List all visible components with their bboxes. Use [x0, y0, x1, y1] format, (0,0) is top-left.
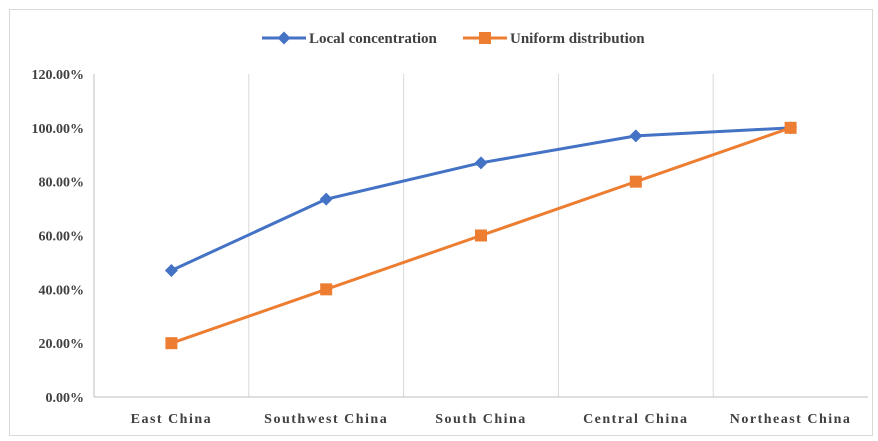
x-category-label: Northeast China	[730, 412, 852, 427]
y-axis-ticks: 0.00% 20.00% 40.00% 60.00% 80.00% 100.00% 120.…	[32, 68, 85, 406]
data-point-uniform-distribution	[165, 337, 178, 350]
x-axis-categories: East China Southwest China South China Cent…	[131, 412, 852, 427]
y-tick-label: 80.00%	[39, 176, 85, 191]
data-point-uniform-distribution	[784, 121, 797, 134]
data-point-uniform-distribution	[629, 175, 642, 188]
legend-item-local-concentration: Local concentration	[262, 31, 438, 47]
y-tick-label: 60.00%	[39, 230, 85, 245]
series-line-local-concentration	[170, 126, 791, 272]
x-category-label: South China	[435, 412, 527, 427]
data-point-uniform-distribution	[475, 229, 487, 242]
x-category-label: Central China	[583, 412, 688, 427]
x-category-label: East China	[131, 412, 213, 427]
axes	[93, 74, 868, 398]
chart-frame	[9, 9, 873, 436]
data-point-uniform-distribution	[320, 283, 333, 296]
data-point-local-concentration	[474, 156, 488, 170]
legend-label: Local concentration	[309, 31, 438, 47]
x-category-label: Southwest China	[264, 412, 388, 427]
series-group	[164, 121, 798, 350]
y-tick-label: 120.00%	[32, 68, 85, 83]
legend-marker-icon	[479, 32, 491, 44]
y-tick-label: 100.00%	[32, 122, 85, 137]
data-point-local-concentration	[164, 263, 178, 277]
legend: Local concentration Uniform distribution	[262, 31, 645, 47]
legend-marker-icon	[277, 31, 291, 45]
data-point-local-concentration	[319, 192, 333, 206]
y-tick-label: 40.00%	[39, 283, 85, 298]
y-tick-label: 0.00%	[46, 391, 85, 406]
y-tick-label: 20.00%	[39, 337, 85, 352]
legend-label: Uniform distribution	[510, 31, 645, 47]
data-point-local-concentration	[629, 129, 643, 143]
legend-item-uniform-distribution: Uniform distribution	[463, 31, 645, 47]
